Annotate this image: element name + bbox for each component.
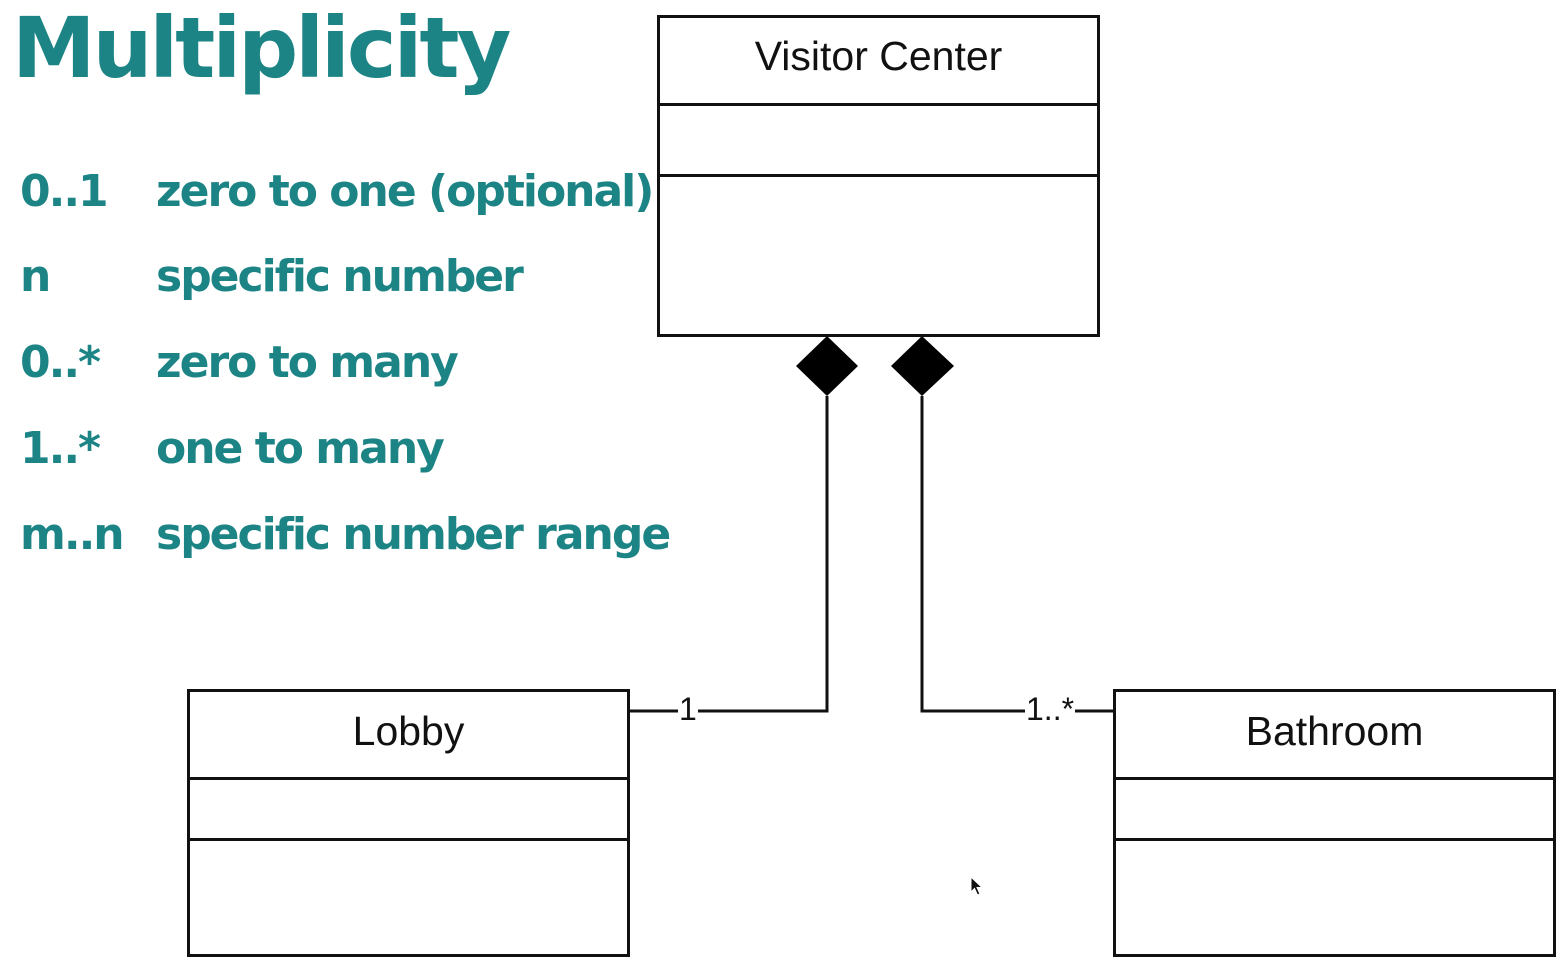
class-attributes-section [190,780,627,841]
class-operations-section [660,177,1097,334]
legend-description: one to many [156,423,445,474]
legend-code: m..n [20,509,125,560]
class-visitor-center[interactable]: Visitor Center [657,15,1100,337]
legend-code: 1..* [20,423,101,474]
legend-code: 0..* [20,337,101,388]
multiplicity-legend: 0..1 zero to one (optional) n specific n… [20,0,671,600]
lobby-composition-diamond [796,336,858,396]
bathroom-composition-diamond [891,336,954,396]
class-operations-section [1116,841,1553,954]
legend-description: specific number range [156,509,671,560]
class-name: Bathroom [1116,692,1553,780]
class-attributes-section [660,106,1097,177]
class-operations-section [190,841,627,954]
legend-code: 0..1 [20,166,109,217]
legend-row: 0..1 zero to one (optional) [20,162,654,222]
legend-description: zero to one (optional) [156,166,654,217]
legend-code: n [20,251,51,302]
legend-description: specific number [156,251,524,302]
bathroom-multiplicity-label: 1..* [1025,691,1076,727]
bathroom-composition-line [920,396,1115,713]
class-name: Lobby [190,692,627,780]
page-title: Multiplicity [12,0,511,97]
legend-row: m..n specific number range [20,505,671,565]
class-lobby[interactable]: Lobby [187,689,630,957]
lobby-multiplicity-label: 1 [678,691,698,727]
legend-row: 0..* zero to many [20,333,640,393]
class-bathroom[interactable]: Bathroom [1113,689,1556,957]
mouse-pointer-icon [970,876,984,896]
class-name: Visitor Center [660,18,1097,106]
legend-row: 1..* one to many [20,419,640,479]
class-attributes-section [1116,780,1553,841]
legend-row: n specific number [20,247,640,307]
lobby-composition-line [628,396,829,713]
legend-description: zero to many [156,337,459,388]
